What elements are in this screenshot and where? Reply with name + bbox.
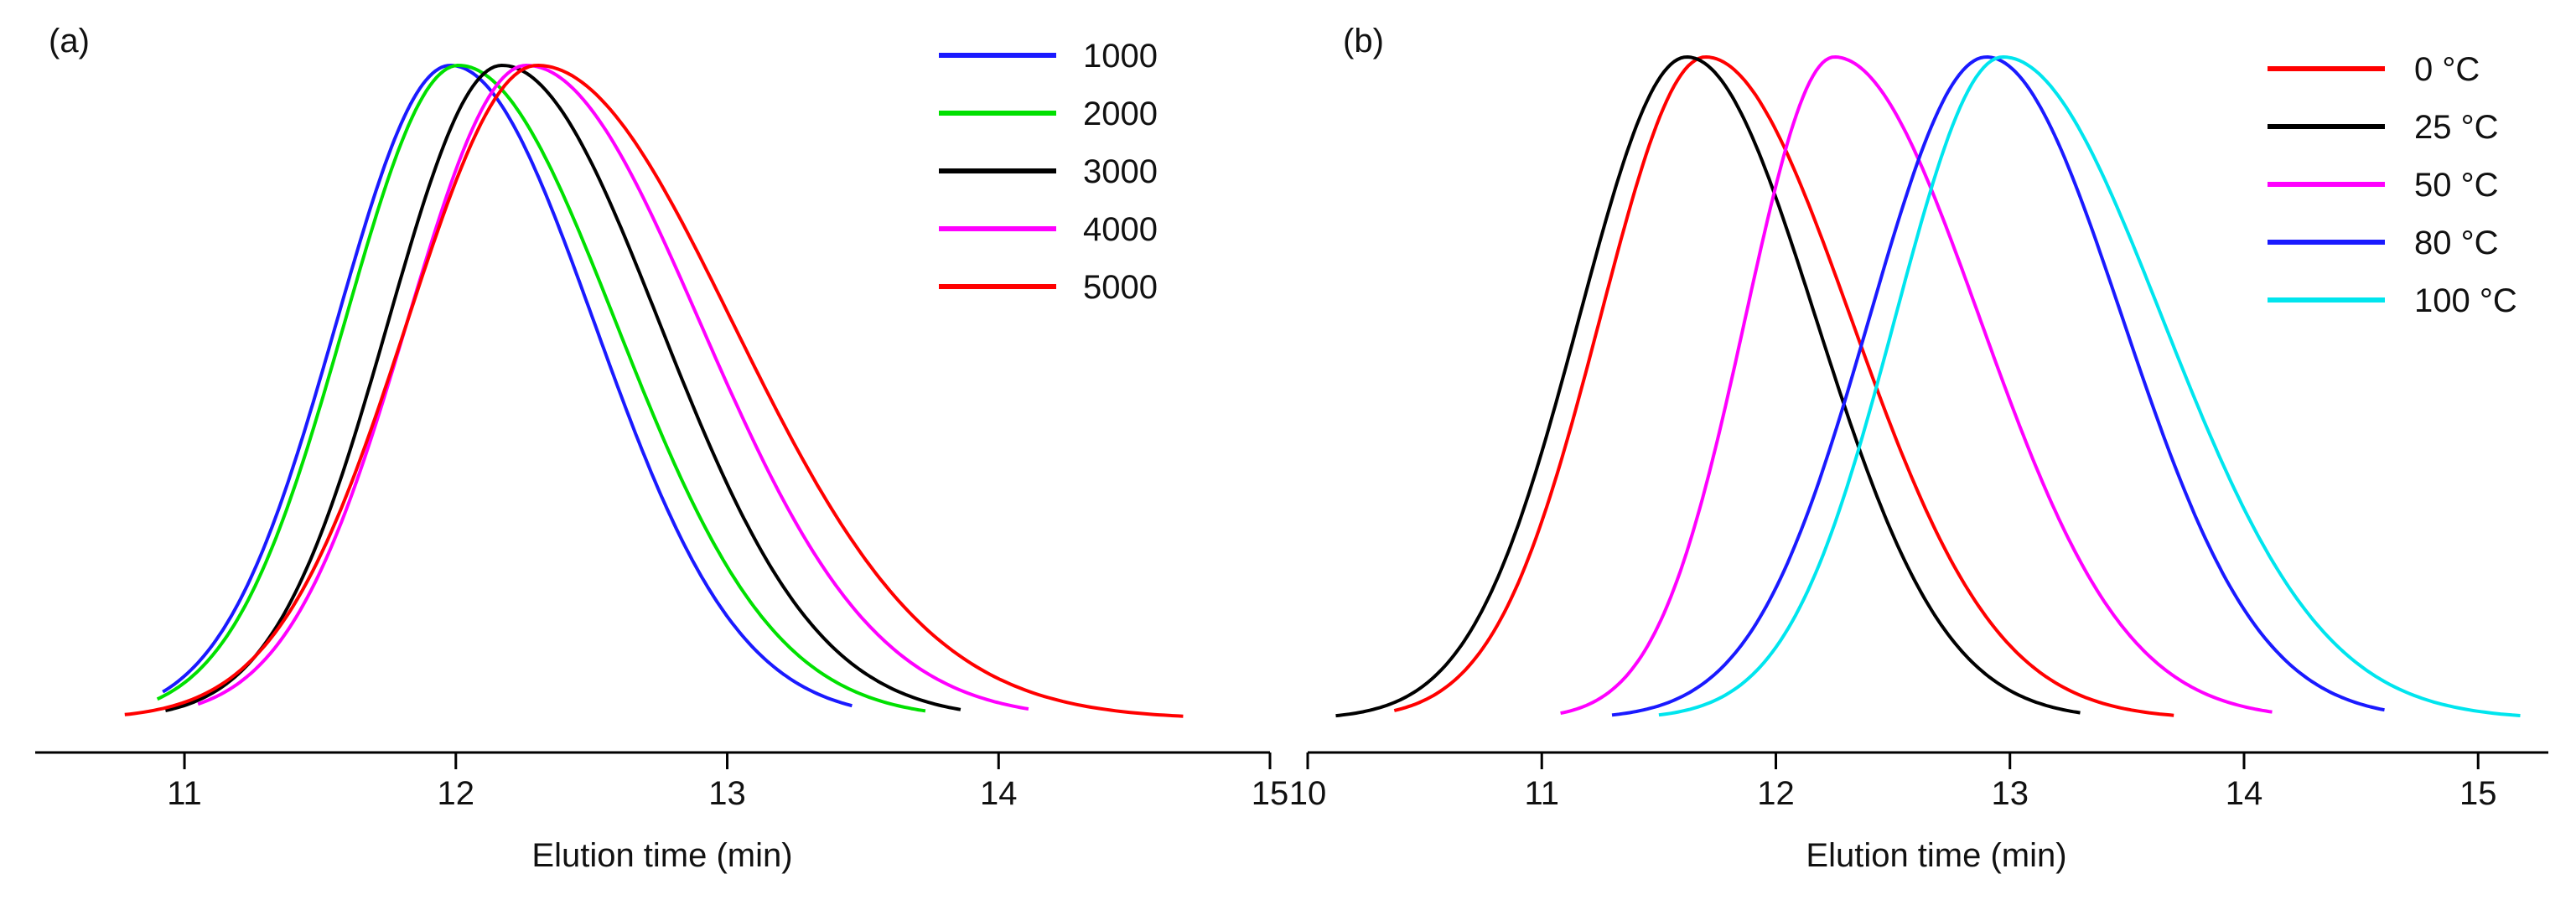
x-tick-label-b-5: 15 bbox=[2459, 775, 2497, 812]
legend-label-b-1: 25 °C bbox=[2414, 109, 2499, 146]
x-ticks-a: 11 12 13 14 15 bbox=[167, 752, 1288, 812]
x-tick-label-b-1: 11 bbox=[1524, 775, 1559, 812]
x-axis-title-b: Elution time (min) bbox=[1806, 837, 2066, 874]
legend-label-a-4: 5000 bbox=[1083, 269, 1158, 306]
legend-label-a-2: 3000 bbox=[1083, 153, 1158, 190]
x-axis-title-a: Elution time (min) bbox=[531, 837, 792, 874]
x-tick-label-b-4: 14 bbox=[2226, 775, 2263, 812]
legend-label-b-4: 100 °C bbox=[2414, 282, 2517, 319]
x-tick-label-a-2: 13 bbox=[708, 775, 746, 812]
series-line-b-2 bbox=[1560, 55, 2273, 716]
legend-b: 0 °C 25 °C 50 °C 80 °C 100 °C bbox=[2268, 51, 2517, 319]
x-tick-label-a-3: 14 bbox=[980, 775, 1018, 812]
series-line-a-0 bbox=[162, 64, 853, 708]
x-tick-label-a-0: 11 bbox=[167, 775, 202, 812]
legend-label-b-2: 50 °C bbox=[2414, 167, 2499, 204]
x-tick-label-a-1: 12 bbox=[438, 775, 475, 812]
legend-label-b-0: 0 °C bbox=[2414, 51, 2480, 88]
series-line-b-0 bbox=[1393, 55, 2174, 717]
legend-a: 1000 2000 3000 4000 5000 bbox=[939, 38, 1158, 306]
series-line-a-1 bbox=[156, 64, 926, 713]
x-tick-label-b-0: 10 bbox=[1289, 775, 1327, 812]
series-line-a-2 bbox=[164, 64, 961, 712]
panel-a: (a) 11 12 13 14 15 Elution time (min) 1000 20… bbox=[35, 23, 1288, 874]
panel-b: (b) 10 11 12 13 14 15 Elution time (min) 0 °C… bbox=[1289, 23, 2548, 874]
series-line-a-3 bbox=[197, 64, 1029, 711]
legend-label-a-1: 2000 bbox=[1083, 96, 1158, 132]
x-ticks-b: 10 11 12 13 14 15 bbox=[1289, 752, 2497, 812]
series-line-b-4 bbox=[1658, 55, 2521, 717]
x-tick-label-b-2: 12 bbox=[1757, 775, 1795, 812]
panel-label-a: (a) bbox=[49, 23, 90, 59]
curves-b bbox=[1335, 55, 2521, 718]
legend-label-a-3: 4000 bbox=[1083, 211, 1158, 248]
x-tick-label-b-3: 13 bbox=[1991, 775, 2029, 812]
curves-a bbox=[124, 64, 1184, 718]
series-line-b-3 bbox=[1611, 55, 2385, 717]
series-line-a-4 bbox=[124, 64, 1184, 718]
series-line-b-1 bbox=[1335, 55, 2081, 718]
legend-label-a-0: 1000 bbox=[1083, 38, 1158, 75]
legend-label-b-3: 80 °C bbox=[2414, 225, 2499, 261]
x-tick-label-a-4: 15 bbox=[1252, 775, 1289, 812]
panel-label-b: (b) bbox=[1343, 23, 1384, 59]
